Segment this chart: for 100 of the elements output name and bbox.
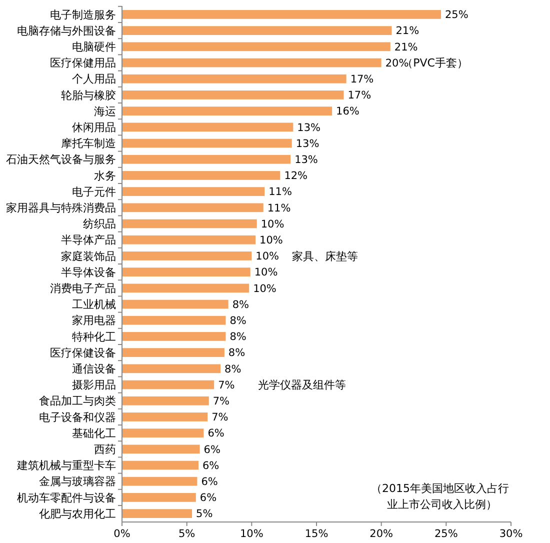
bar — [122, 300, 228, 309]
y-tick-label: 消费电子产品 — [50, 282, 116, 295]
y-tick-label: 电子制造服务 — [50, 8, 116, 22]
y-tick-label: 通信设备 — [72, 362, 116, 376]
y-tick-label: 食品加工与肉类 — [39, 394, 116, 408]
bar — [122, 219, 257, 228]
y-tick-label: 化肥与农用化工 — [39, 507, 116, 520]
y-tick-label: 轮胎与橡胶 — [61, 88, 116, 102]
bar — [122, 26, 392, 35]
bar — [122, 252, 252, 260]
bar — [122, 412, 208, 422]
bar — [122, 74, 346, 84]
y-tick-label: 医疗保健设备 — [50, 346, 116, 360]
data-label: 13% — [296, 138, 320, 150]
data-label: 12% — [284, 170, 308, 182]
y-tick-label: 摄影用品 — [72, 378, 116, 392]
y-tick-label: 家用电器 — [72, 314, 116, 328]
bar — [122, 509, 192, 518]
data-label: 10% — [253, 282, 276, 295]
bar — [122, 444, 200, 454]
y-tick-label: 电子设备和仪器 — [39, 410, 116, 424]
y-tick-label: 电脑硬件 — [72, 40, 116, 54]
data-label: 6% — [202, 460, 220, 472]
data-label: 21% — [396, 25, 420, 38]
data-label: 7% — [212, 412, 228, 424]
data-label: 10% — [256, 250, 280, 263]
y-tick-label: 个人用品 — [72, 72, 116, 86]
bar — [122, 476, 198, 486]
bar — [122, 154, 291, 164]
data-label: 8% — [228, 347, 246, 360]
y-tick-label: 特种化工 — [72, 330, 116, 344]
data-label: 8% — [232, 298, 250, 311]
y-tick-label: 石油天然气设备与服务 — [6, 153, 116, 166]
bar — [122, 203, 264, 212]
bar — [122, 268, 250, 276]
y-tick-label: 海运 — [94, 104, 116, 118]
bar — [122, 235, 256, 244]
bar — [122, 187, 265, 196]
y-tick-label: 半导体产品 — [61, 234, 116, 247]
x-tick-label: 0% — [114, 528, 130, 540]
data-label: 13% — [294, 154, 318, 166]
bar — [122, 332, 226, 341]
data-label: 10% — [260, 234, 283, 247]
bar — [122, 493, 196, 502]
y-tick-label: 基础化工 — [72, 426, 116, 440]
bar — [122, 90, 344, 100]
bar — [122, 284, 250, 293]
x-tick-label: 30% — [499, 528, 523, 540]
bar — [122, 42, 390, 52]
bar — [122, 58, 382, 68]
y-tick-label: 电子元件 — [72, 185, 116, 198]
data-label: 8% — [224, 363, 242, 376]
y-tick-label: 医疗保健用品 — [50, 56, 116, 70]
x-tick-label: 10% — [240, 528, 264, 540]
bar — [122, 364, 221, 374]
data-label: 6% — [208, 428, 224, 440]
y-tick-label: 工业机械 — [72, 298, 116, 312]
data-label: 10% — [254, 266, 278, 279]
y-tick-label: 西药 — [94, 443, 116, 456]
y-tick-label: 机动车零配件与设备 — [17, 491, 116, 504]
data-label: 6% — [200, 492, 217, 504]
data-label: 16% — [336, 106, 360, 118]
y-tick-label: 摩托车制造 — [61, 137, 116, 150]
y-tick-label: 金属与玻璃容器 — [39, 475, 116, 488]
data-label: 8% — [230, 331, 246, 344]
data-label: 21% — [394, 41, 418, 54]
annotation: 家具、床垫等 — [292, 250, 358, 263]
x-tick-label: 25% — [434, 528, 458, 540]
bar — [122, 348, 224, 357]
bar — [122, 106, 332, 116]
y-tick-label: 电脑存储与外围设备 — [17, 24, 116, 38]
data-label: 8% — [230, 315, 246, 328]
y-tick-label: 建筑机械与重型卡车 — [16, 459, 116, 472]
bar — [122, 316, 226, 325]
data-label: 20% — [385, 57, 409, 70]
bar — [122, 396, 209, 406]
data-label: 25% — [444, 9, 468, 22]
y-tick-label: 纺织品 — [83, 218, 116, 231]
bar — [122, 460, 199, 470]
bar — [122, 171, 280, 180]
bar — [122, 10, 441, 19]
y-tick-label: 半导体设备 — [61, 266, 116, 279]
y-tick-label: 休闲用品 — [72, 121, 116, 134]
annotation: （2015年美国地区收入占行业上市公司收入比例） — [371, 482, 509, 511]
data-label: 10% — [260, 218, 284, 230]
bar — [122, 122, 294, 132]
x-tick-label: 15% — [304, 528, 328, 540]
data-label: 6% — [201, 476, 218, 488]
data-label: 11% — [267, 202, 291, 214]
y-tick-label: 家庭装饰品 — [61, 250, 116, 263]
y-tick-label: 家用器具与特殊消费品 — [6, 202, 116, 214]
x-tick-label: 5% — [178, 528, 196, 540]
y-tick-label: 水务 — [94, 169, 116, 182]
data-label: 17% — [348, 90, 372, 102]
data-label: 13% — [297, 122, 321, 134]
annotation: 光学仪器及组件等 — [258, 378, 346, 392]
data-label: 17% — [350, 74, 374, 86]
data-label: 11% — [268, 186, 292, 198]
x-tick-label: 20% — [370, 528, 394, 540]
bar — [122, 380, 214, 390]
